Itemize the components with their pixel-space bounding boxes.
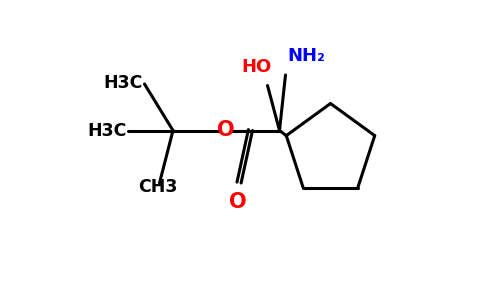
Text: H3C: H3C <box>87 122 126 140</box>
Text: O: O <box>217 120 234 140</box>
Text: CH3: CH3 <box>138 178 178 196</box>
Text: HO: HO <box>242 58 272 76</box>
Text: H3C: H3C <box>104 74 143 92</box>
Text: O: O <box>229 193 247 212</box>
Text: NH₂: NH₂ <box>287 46 325 64</box>
